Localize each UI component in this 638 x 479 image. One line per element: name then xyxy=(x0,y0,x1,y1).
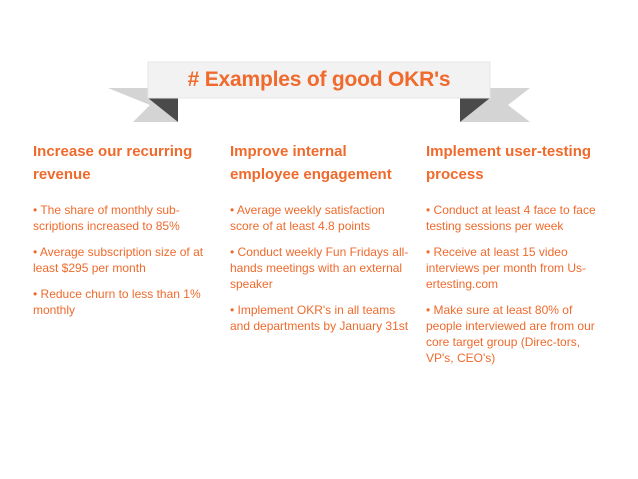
okr-column-user-testing: Implement user-testing process • Conduct… xyxy=(426,140,606,376)
key-result-item: • Implement OKR's in all teams and depar… xyxy=(230,303,409,333)
key-result-item: • Reduce churn to less than 1% monthly xyxy=(33,287,201,317)
okr-column-engagement: Improve internal employee engagement • A… xyxy=(230,140,410,344)
key-results-list: • Average weekly satisfaction score of a… xyxy=(230,202,410,334)
key-results-list: • Conduct at least 4 face to face testin… xyxy=(426,202,606,366)
key-results-list: • The share of monthly sub-scriptions in… xyxy=(33,202,213,318)
ribbon-banner: # Examples of good OKR's xyxy=(0,0,638,130)
column-heading: Implement user-testing process xyxy=(426,143,592,183)
column-heading: Increase our recurring revenue xyxy=(33,143,193,183)
key-result-item: • Conduct at least 4 face to face testin… xyxy=(426,203,596,233)
key-result-item: • Average subscription size of at least … xyxy=(33,245,204,275)
okr-column-revenue: Increase our recurring revenue • The sha… xyxy=(33,140,213,328)
key-result-item: • Conduct weekly Fun Fridays all-hands m… xyxy=(230,245,409,291)
column-heading: Improve internal employee engagement xyxy=(230,143,392,183)
key-result-item: • Make sure at least 80% of people inter… xyxy=(426,303,595,365)
key-result-item: • Average weekly satisfaction score of a… xyxy=(230,203,385,233)
ribbon-graphic xyxy=(108,61,530,122)
key-result-item: • The share of monthly sub-scriptions in… xyxy=(33,203,180,233)
page-title: # Examples of good OKR's xyxy=(187,68,451,91)
key-result-item: • Receive at least 15 video interviews p… xyxy=(426,245,587,291)
